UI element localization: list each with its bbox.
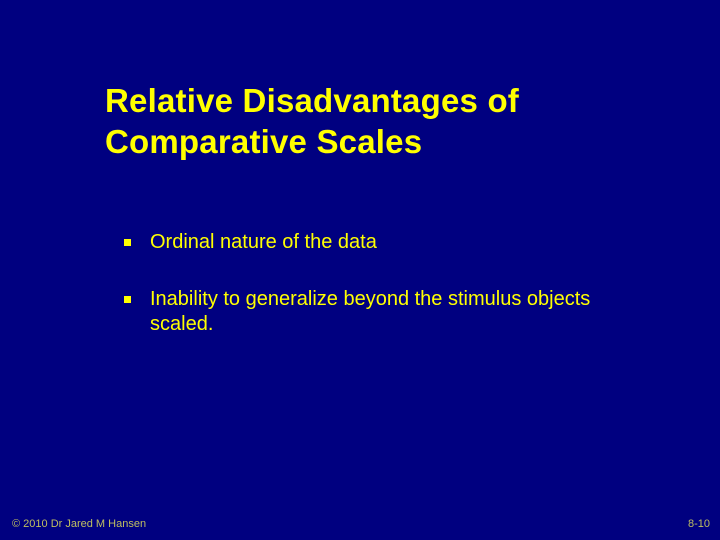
bullet-item: Inability to generalize beyond the stimu… xyxy=(120,287,640,337)
slide-container: Relative Disadvantages of Comparative Sc… xyxy=(0,0,720,540)
footer-page-number: 8-10 xyxy=(688,518,710,530)
footer-copyright: © 2010 Dr Jared M Hansen xyxy=(12,518,146,530)
bullet-list: Ordinal nature of the data Inability to … xyxy=(120,230,640,369)
slide-title: Relative Disadvantages of Comparative Sc… xyxy=(105,80,665,163)
bullet-item: Ordinal nature of the data xyxy=(120,230,640,255)
